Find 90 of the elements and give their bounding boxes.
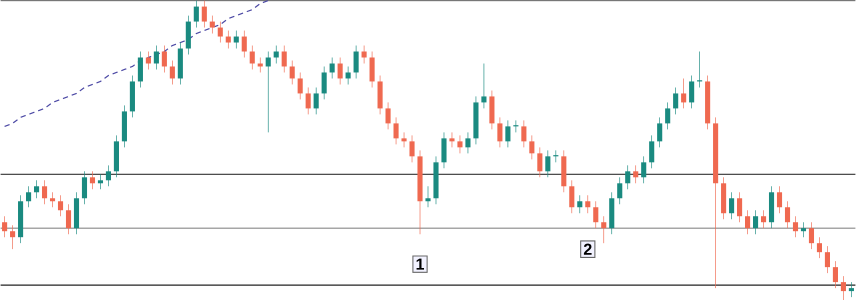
candlestick xyxy=(657,116,662,148)
candlestick xyxy=(752,210,758,234)
candlestick xyxy=(322,66,327,100)
candlestick xyxy=(577,194,582,214)
candlestick xyxy=(521,120,526,148)
candlestick xyxy=(50,192,56,208)
candlestick xyxy=(162,44,167,73)
candlestick xyxy=(760,210,766,228)
candlestick xyxy=(226,30,231,49)
candlestick xyxy=(362,44,367,64)
candlestick xyxy=(689,74,694,109)
candlestick xyxy=(218,21,223,43)
candlestick xyxy=(250,44,255,70)
candlestick xyxy=(729,192,734,220)
candlestick xyxy=(42,180,48,204)
candlestick xyxy=(641,156,646,184)
candlestick xyxy=(505,120,510,148)
candlestick xyxy=(529,134,534,160)
annotation: 1 xyxy=(416,258,424,270)
candlestick xyxy=(346,66,351,85)
candlestick xyxy=(194,0,199,28)
candlestick xyxy=(409,134,415,162)
candlestick xyxy=(633,164,638,184)
candlestick xyxy=(593,200,598,228)
candlestick xyxy=(306,86,311,115)
candlestick xyxy=(66,204,72,234)
candlestick xyxy=(816,236,822,258)
candlestick xyxy=(824,246,830,274)
candlestick xyxy=(737,192,742,222)
candlestick xyxy=(617,176,622,204)
candlestick xyxy=(784,200,790,228)
candlestick xyxy=(58,194,64,216)
candlestick xyxy=(154,44,159,70)
candlestick xyxy=(625,164,630,190)
candlestick xyxy=(449,132,455,148)
candlestick xyxy=(745,210,750,234)
candlestick xyxy=(585,194,590,214)
candlestick xyxy=(202,0,207,28)
candlestick xyxy=(106,164,112,186)
candlestick xyxy=(90,170,96,190)
candlestick xyxy=(401,132,407,148)
candlestick xyxy=(481,62,486,109)
candlestick xyxy=(840,276,846,300)
candlestick xyxy=(832,260,838,288)
candlestick xyxy=(848,282,854,298)
candlestick xyxy=(210,15,215,34)
candlestick xyxy=(513,120,518,133)
candlestick xyxy=(800,222,806,238)
candlestick xyxy=(338,56,343,85)
candlestick xyxy=(393,116,399,144)
candlestick xyxy=(34,180,40,198)
candlestick xyxy=(274,44,279,64)
candlestick xyxy=(298,72,303,100)
candlestick xyxy=(330,56,335,79)
candlestick xyxy=(792,216,798,238)
candlestick xyxy=(146,50,151,70)
candlestick xyxy=(601,216,606,244)
candlestick xyxy=(138,50,143,88)
candlestick xyxy=(2,216,8,238)
candlestick xyxy=(314,86,319,115)
candlestick xyxy=(497,116,502,148)
candlestick xyxy=(808,222,814,250)
candlestick xyxy=(234,30,239,49)
candlestick xyxy=(282,44,287,73)
candlestick xyxy=(290,60,295,85)
candlestick xyxy=(354,44,359,79)
candlestick xyxy=(457,134,463,154)
candlestick xyxy=(465,132,471,154)
annotation: 2 xyxy=(584,243,592,255)
candlestick xyxy=(673,86,678,115)
candlestick xyxy=(266,50,271,133)
candlestick xyxy=(170,60,175,85)
candlestick xyxy=(82,170,88,204)
candlestick xyxy=(258,56,263,73)
candlestick xyxy=(26,186,32,208)
candlestick xyxy=(537,146,542,178)
candlestick xyxy=(370,50,375,88)
candlestick xyxy=(776,186,782,214)
candlestick xyxy=(665,102,670,130)
candlestick xyxy=(681,78,686,109)
candlestick xyxy=(569,180,574,214)
candlestick xyxy=(242,30,247,58)
candlestick xyxy=(98,174,104,190)
candlestick xyxy=(386,102,391,130)
candlestick xyxy=(553,150,558,162)
candlestick xyxy=(10,224,16,250)
candlestick xyxy=(441,132,447,168)
candlestick xyxy=(545,150,550,178)
candlestick xyxy=(425,186,431,208)
candlestick xyxy=(649,134,654,168)
